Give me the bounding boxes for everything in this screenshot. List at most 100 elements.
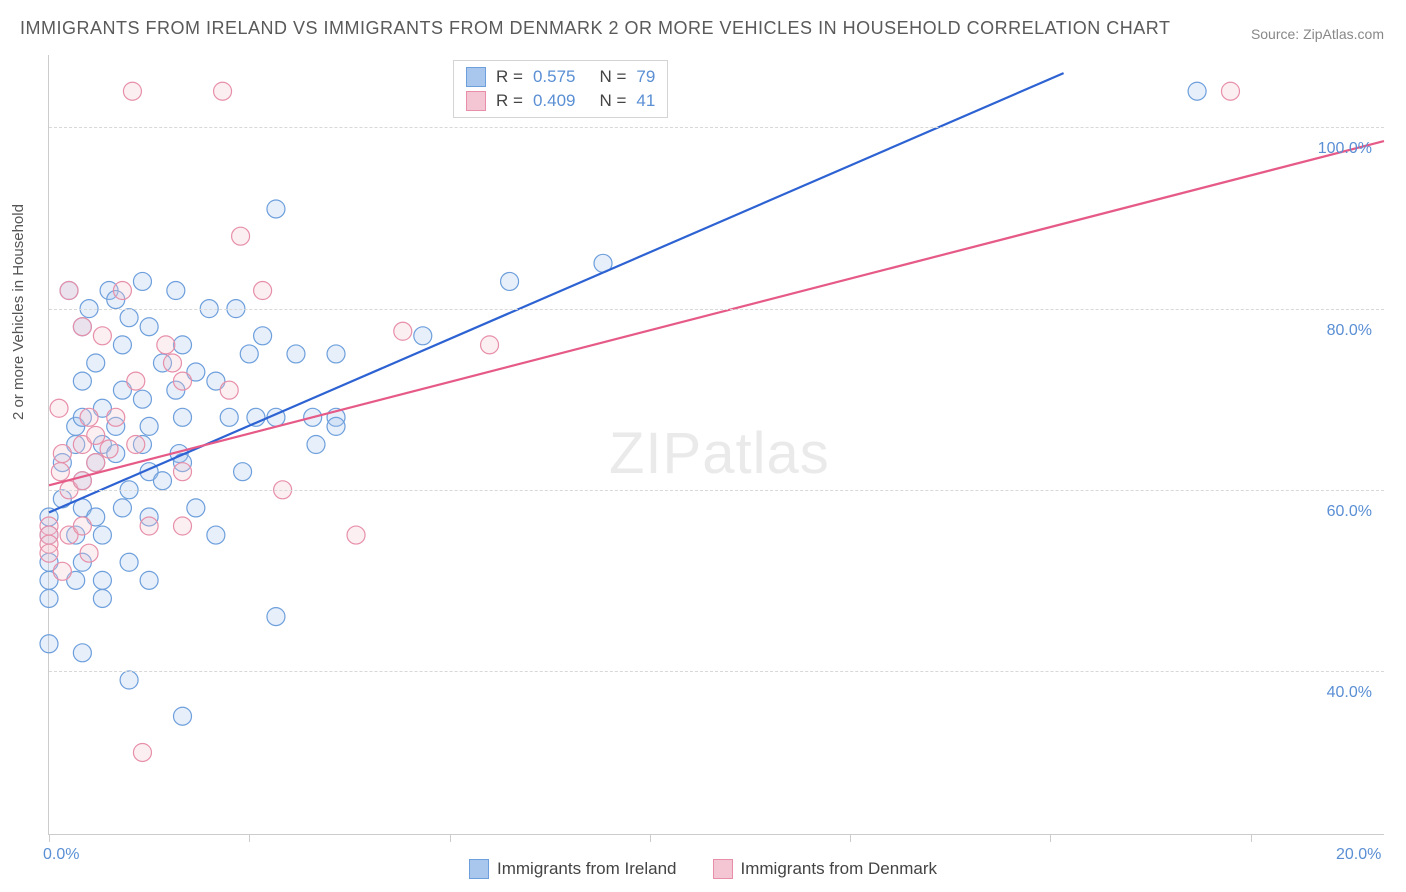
data-point [127,436,145,454]
data-point [157,336,175,354]
data-point [73,517,91,535]
data-point [220,408,238,426]
legend-r-value: 0.409 [533,91,576,111]
x-tick [249,834,250,842]
data-point [133,272,151,290]
series-legend: Immigrants from Ireland Immigrants from D… [0,859,1406,884]
data-point [234,463,252,481]
x-tick [850,834,851,842]
gridline-h [49,309,1384,310]
data-point [140,517,158,535]
data-point [87,354,105,372]
gridline-h [49,127,1384,128]
y-tick-label: 80.0% [1327,322,1372,340]
data-point [140,318,158,336]
legend-swatch [713,859,733,879]
gridline-h [49,671,1384,672]
data-point [107,408,125,426]
data-point [93,327,111,345]
x-tick [1050,834,1051,842]
legend-row: R = 0.575 N = 79 [466,65,655,89]
series-legend-label: Immigrants from Denmark [741,859,937,879]
data-point [73,372,91,390]
data-point [40,635,58,653]
data-point [327,345,345,363]
data-point [133,390,151,408]
legend-n-value: 79 [636,67,655,87]
data-point [113,336,131,354]
data-point [347,526,365,544]
data-point [120,553,138,571]
data-point [174,408,192,426]
data-point [140,571,158,589]
data-point [73,318,91,336]
chart-title: IMMIGRANTS FROM IRELAND VS IMMIGRANTS FR… [20,18,1170,39]
data-point [1221,82,1239,100]
series-legend-item: Immigrants from Denmark [713,859,937,879]
data-point [127,372,145,390]
legend-n-label: N = [599,67,626,87]
data-point [153,472,171,490]
legend-r-label: R = [496,67,523,87]
data-point [133,743,151,761]
data-point [60,282,78,300]
x-tick [650,834,651,842]
data-point [174,707,192,725]
source-attribution: Source: ZipAtlas.com [1251,26,1384,42]
trend-line [49,141,1384,485]
chart-svg [49,55,1384,834]
data-point [87,454,105,472]
data-point [80,408,98,426]
legend-r-label: R = [496,91,523,111]
data-point [100,440,118,458]
data-point [501,272,519,290]
x-tick [1251,834,1252,842]
data-point [113,282,131,300]
data-point [40,544,58,562]
data-point [254,327,272,345]
gridline-h [49,490,1384,491]
data-point [287,345,305,363]
legend-swatch [466,91,486,111]
legend-row: R = 0.409 N = 41 [466,89,655,113]
data-point [214,82,232,100]
data-point [481,336,499,354]
data-point [40,589,58,607]
data-point [267,200,285,218]
data-point [113,499,131,517]
data-point [120,309,138,327]
data-point [220,381,238,399]
data-point [163,354,181,372]
data-point [93,526,111,544]
data-point [87,426,105,444]
legend-swatch [469,859,489,879]
data-point [80,544,98,562]
data-point [123,82,141,100]
data-point [267,608,285,626]
data-point [140,417,158,435]
y-tick-label: 100.0% [1318,140,1372,158]
y-tick-label: 40.0% [1327,684,1372,702]
data-point [187,499,205,517]
data-point [394,322,412,340]
data-point [327,417,345,435]
legend-r-value: 0.575 [533,67,576,87]
data-point [167,282,185,300]
legend-swatch [466,67,486,87]
plot-area: R = 0.575N = 79R = 0.409N = 41 ZIPatlas … [48,55,1384,835]
data-point [254,282,272,300]
data-point [53,445,71,463]
series-legend-item: Immigrants from Ireland [469,859,677,879]
y-tick-label: 60.0% [1327,503,1372,521]
data-point [174,372,192,390]
data-point [174,517,192,535]
data-point [93,571,111,589]
data-point [174,463,192,481]
data-point [307,436,325,454]
x-tick [49,834,50,842]
legend-n-value: 41 [636,91,655,111]
data-point [93,589,111,607]
legend-n-label: N = [599,91,626,111]
data-point [50,399,68,417]
data-point [1188,82,1206,100]
